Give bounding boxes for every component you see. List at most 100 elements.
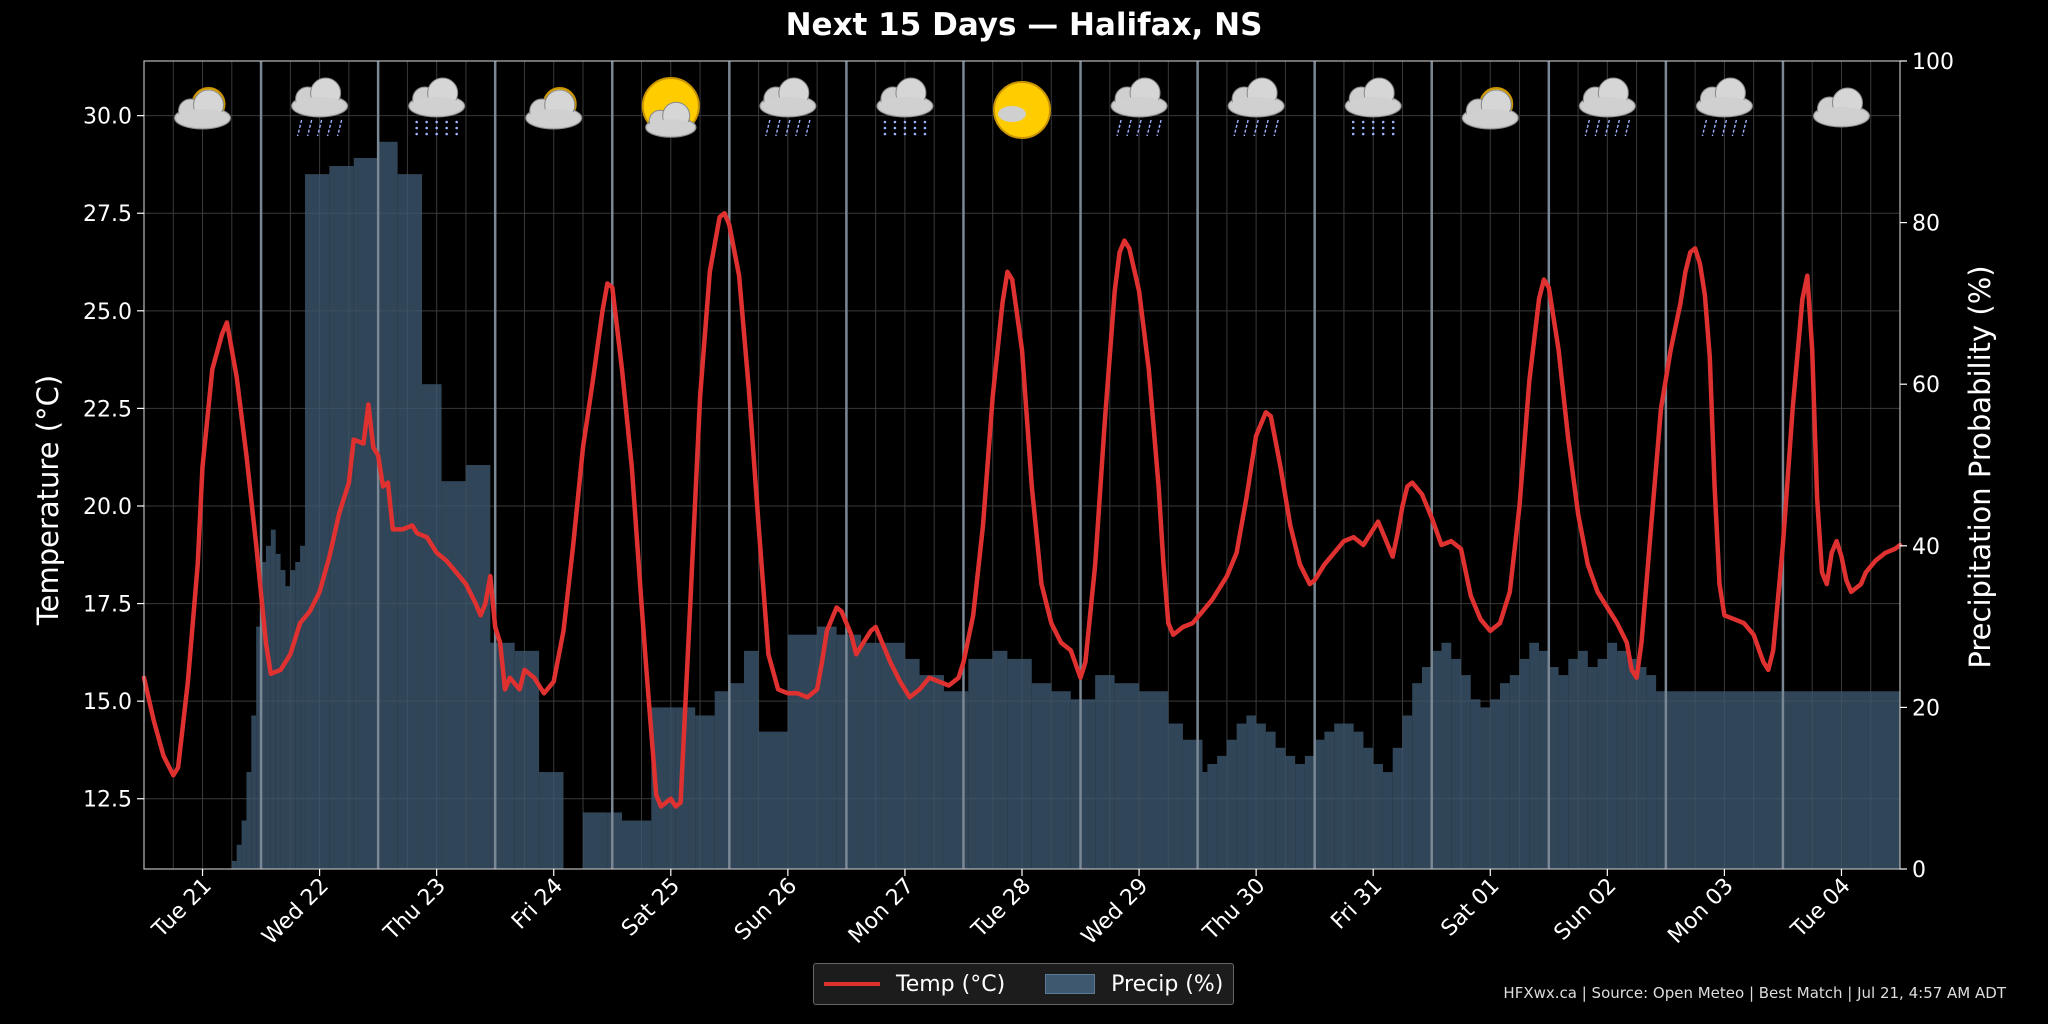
precip-bar	[1421, 667, 1432, 869]
y-left-tick-label: 25.0	[83, 300, 132, 325]
y-right-tick-label: 20	[1912, 696, 1940, 721]
y-left-tick-label: 27.5	[83, 202, 132, 227]
precip-bar	[1539, 650, 1549, 869]
precip-bar	[378, 141, 398, 870]
sunny-cloud-icon	[993, 81, 1051, 139]
partly-cloudy-icon	[174, 87, 232, 130]
partly-cloudy-icon	[525, 87, 583, 130]
x-tick-label: Sat 01	[1437, 874, 1505, 942]
precip-bar	[583, 812, 608, 869]
precip-bar	[300, 545, 305, 869]
x-tick-label: Fri 24	[507, 874, 568, 935]
precip-bar	[231, 860, 237, 869]
x-tick-label: Fri 31	[1326, 874, 1387, 935]
x-tick-label: Tue 04	[1786, 874, 1856, 944]
precip-bar	[1236, 723, 1247, 869]
rain-cloud-icon	[759, 77, 817, 137]
precip-bar	[465, 465, 491, 869]
precip-bar	[1051, 691, 1071, 869]
precip-bar	[622, 820, 652, 869]
precip-bar	[295, 561, 301, 869]
precip-bar	[1031, 683, 1052, 869]
precip-bar	[1558, 675, 1569, 869]
precip-bar	[1451, 658, 1461, 869]
x-tick-label: Thu 30	[1198, 874, 1270, 946]
precip-bar	[919, 675, 944, 869]
precip-bar	[261, 561, 266, 869]
precip-bar	[1343, 723, 1354, 869]
y-left-tick-label: 20.0	[83, 495, 132, 520]
precip-bar	[1217, 755, 1227, 869]
drizzle-cloud-icon	[408, 77, 466, 136]
precip-bar	[904, 658, 920, 869]
precip-bar	[1182, 739, 1203, 869]
precip-bar	[1470, 699, 1481, 869]
precip-bar	[1402, 715, 1413, 869]
legend-item-precip: Precip (%)	[1045, 972, 1223, 997]
chart-title: Next 15 Days — Halifax, NS	[786, 7, 1263, 43]
rain-cloud-icon	[1110, 77, 1168, 137]
precip-bar	[675, 707, 696, 869]
precip-bar	[275, 553, 281, 869]
precip-bar	[1568, 658, 1579, 869]
precip-bar	[1461, 675, 1471, 869]
precip-bar	[236, 844, 242, 869]
precip-bar	[695, 715, 715, 869]
y-right-tick-label: 80	[1912, 212, 1940, 237]
legend-swatch-temp	[824, 982, 880, 986]
precip-bar	[1256, 723, 1266, 869]
precip-bar	[1324, 731, 1335, 869]
rain-cloud-icon	[1695, 77, 1753, 137]
precip-bar	[1226, 739, 1237, 869]
precip-bar	[441, 481, 466, 869]
y-left-tick-label: 22.5	[83, 397, 132, 422]
y-axis-right-label: Precipitation Probability (%)	[1963, 265, 1997, 668]
precip-bar	[1114, 683, 1140, 869]
precip-bar	[280, 570, 286, 869]
precip-bar	[787, 634, 818, 869]
precip-bar	[270, 529, 276, 869]
legend-item-temp: Temp (°C)	[824, 972, 1005, 997]
precip-bar	[607, 812, 623, 869]
precip-bar	[1490, 699, 1501, 869]
precip-bar	[1304, 755, 1315, 869]
precip-bar	[1246, 715, 1257, 869]
precip-bar	[1480, 707, 1491, 869]
precip-bar	[397, 174, 423, 869]
precip-bar	[251, 715, 257, 869]
y-right-tick-label: 60	[1912, 373, 1940, 398]
precip-bar	[1587, 667, 1598, 869]
precip-bar	[1646, 675, 1657, 869]
precip-bar	[1441, 642, 1452, 869]
drizzle-cloud-icon	[1344, 77, 1402, 136]
precip-bar	[1363, 747, 1374, 869]
precip-bar	[241, 820, 247, 869]
precip-bar	[1626, 658, 1637, 869]
precip-bar	[1548, 667, 1559, 869]
y-axis-left-label: Temperature (°C)	[31, 375, 65, 626]
precip-bar	[817, 626, 837, 869]
precip-bar	[539, 772, 564, 869]
temp-series-line	[141, 210, 1903, 809]
x-tick-label: Wed 29	[1077, 874, 1153, 950]
precip-bar	[1509, 675, 1520, 869]
precip-bar	[1636, 667, 1647, 869]
precip-bar	[1168, 723, 1183, 869]
precip-bar	[246, 772, 252, 869]
precip-bar	[1295, 763, 1305, 869]
rain-cloud-icon	[1227, 77, 1285, 137]
precip-bar	[1529, 642, 1540, 869]
precip-bar	[1070, 699, 1096, 869]
precip-bar	[290, 570, 296, 869]
precip-bar	[1519, 658, 1530, 869]
drizzle-cloud-icon	[876, 77, 934, 136]
precip-bars	[231, 141, 1900, 870]
precip-bar	[304, 174, 330, 869]
partly-cloudy-icon	[1461, 87, 1519, 130]
precip-bar	[861, 642, 881, 869]
precip-bar	[1095, 675, 1115, 869]
y-left-tick-label: 17.5	[83, 593, 132, 618]
precip-bar	[992, 650, 1008, 869]
mostly-sunny-icon	[641, 77, 700, 138]
